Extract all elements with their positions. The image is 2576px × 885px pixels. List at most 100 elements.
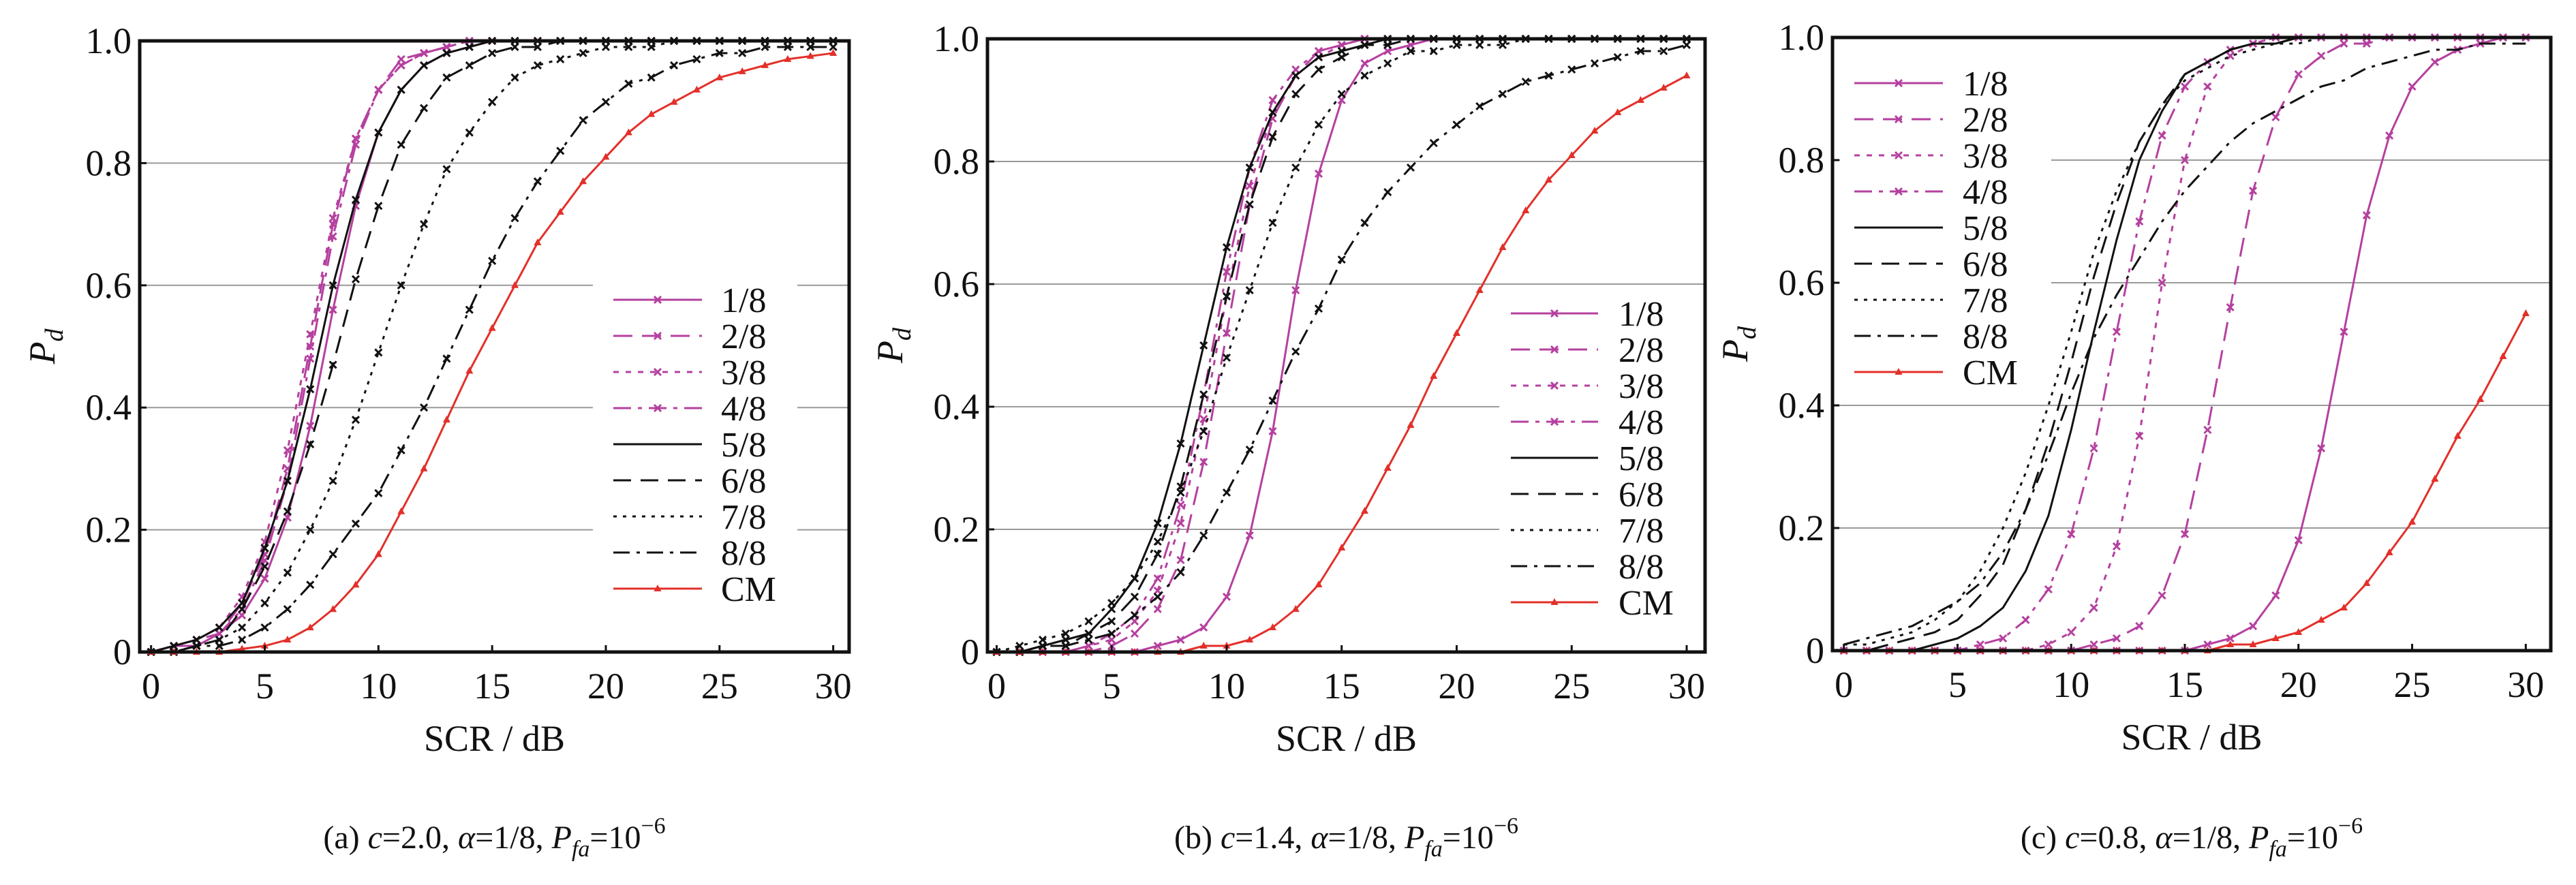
data-point-x [397,281,405,290]
data-point-x [1107,635,1116,645]
legend-entry-4-of-8: 4/8 [613,390,766,429]
data-point-x [465,61,474,69]
caption-part: −6 [2338,813,2363,839]
data-point-x [306,439,315,449]
caption-part: (b) [1174,820,1221,856]
x-tick-label: 20 [2280,664,2317,705]
legend-label: 5/8 [721,426,766,465]
data-point-x [1337,46,1346,56]
data-point-x [2158,131,2166,140]
data-point-x [1153,518,1162,528]
data-point-x [238,611,247,620]
y-tick-label: 0.8 [1779,140,1825,181]
data-point-x [2362,39,2371,48]
data-point-x [351,416,361,424]
legend-entry-3-of-8: 3/8 [1511,367,1663,406]
data-point-triangle [1291,605,1300,612]
y-axis-label-sub: d [40,328,69,342]
data-point-triangle [511,281,519,288]
x-axis-label: SCR / dB [424,718,565,759]
data-point-x [1429,46,1438,56]
caption-part: −6 [641,813,665,839]
series-line [1843,36,2526,646]
data-point-x [328,550,337,559]
data-point-x [351,275,361,283]
x-tick-label: 10 [2053,664,2089,705]
x-tick-label: 30 [1668,666,1705,707]
data-point-x [260,574,269,583]
data-point-x [283,446,292,455]
data-point-x [1682,40,1691,50]
caption-part: =1/8, [1328,820,1405,856]
x-tick-label: 5 [1103,666,1121,707]
data-point-x [829,42,838,52]
data-point-x [215,635,224,645]
data-point-x [420,61,429,69]
data-point-x [1268,108,1277,117]
data-point-x [306,580,315,589]
panel-caption: (b) c=1.4, α=1/8, Pfa=10−6 [1174,813,1518,862]
legend-marker-x [653,403,662,413]
data-point-x [1084,635,1093,645]
data-point-x [397,140,405,149]
data-point-triangle [716,73,724,80]
legend-marker-x [1894,78,1903,88]
data-point-x [306,330,315,339]
data-point-x [2135,431,2144,441]
data-point-triangle [670,97,678,105]
data-point-x [306,385,315,394]
data-point-triangle [442,416,450,423]
data-point-x [1222,328,1231,338]
data-point-x [1429,138,1438,148]
data-point-x [1659,46,1668,56]
legend-label: 8/8 [1963,317,2008,356]
legend-entry-1-of-8: 1/8 [1854,65,2008,104]
caption-part: =1/8, [2173,820,2249,856]
data-point-triangle [738,67,746,74]
legend-label: 6/8 [1963,245,2008,284]
legend-label: CM [1963,354,2018,392]
caption-part: =10 [589,820,641,856]
y-tick-label: 0 [113,632,132,672]
data-point-x [579,48,587,58]
data-point-x [2203,425,2212,435]
panel-a: 0 5 10 15 20 25 30 0 0.2 0.4 0.6 0.8 1.0 SCR / dB Pd 1/… [22,20,852,862]
data-point-x [488,97,497,106]
legend-entry-2-of-8: 2/8 [1511,331,1663,370]
data-point-x [420,48,429,58]
data-point-triangle [1499,243,1507,250]
data-point-triangle [420,464,428,471]
legend-marker-x [1550,381,1559,390]
data-point-x [351,134,361,143]
plot-frame [138,39,851,654]
data-point-x [328,214,337,223]
y-tick-label: 0 [1806,630,1824,671]
data-point-x [1383,40,1392,50]
data-point-x [328,281,337,290]
caption-part: α [458,820,476,856]
legend-entry-4-of-8: 4/8 [1854,173,2008,212]
data-point-x [1521,77,1530,87]
legend-label: 3/8 [1963,137,2008,176]
y-tick-label: 0.4 [86,387,132,428]
legend-entry-2-of-8: 2/8 [613,317,766,356]
x-tick-label: 0 [1835,664,1853,705]
data-point-x [601,42,611,52]
y-axis-label-main: P [870,341,910,364]
data-point-triangle [784,55,792,62]
x-tick-label: 5 [256,666,274,707]
data-point-x [2226,302,2235,312]
data-point-x [1107,617,1116,626]
data-point-x [1038,635,1047,645]
data-point-x [1245,200,1254,209]
data-point-x [738,48,747,58]
data-point-x [328,232,337,241]
legend-entry-2-of-8: 2/8 [1854,101,2008,140]
data-point-x [1314,52,1323,62]
legend-entry-1-of-8: 1/8 [1511,295,1663,334]
legend-label: 7/8 [721,498,766,537]
data-point-x [2226,634,2235,643]
data-point-x [169,641,179,651]
data-point-triangle [2271,634,2280,641]
